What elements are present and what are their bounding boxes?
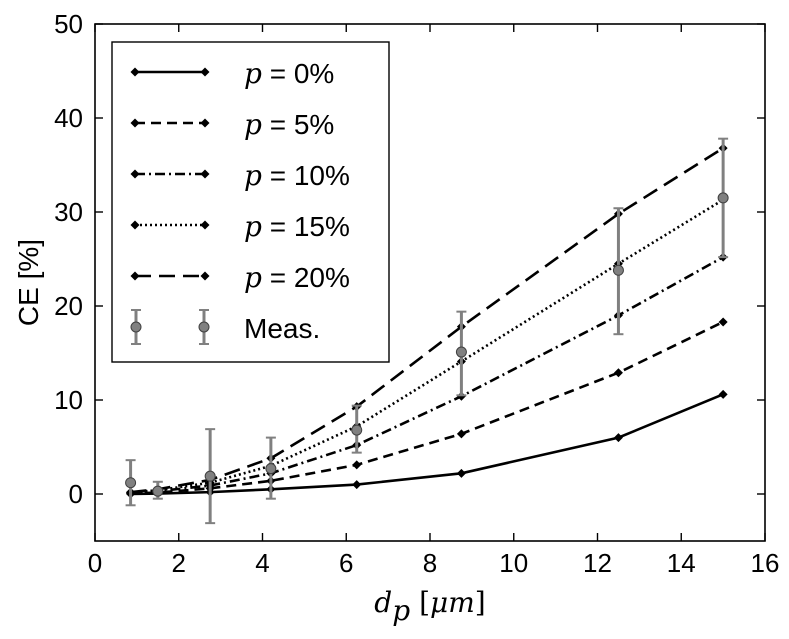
series-0 xyxy=(126,389,728,499)
legend-entry: p = 20% xyxy=(130,261,350,294)
x-tick-label: 6 xyxy=(339,548,353,578)
x-tick-label: 16 xyxy=(751,548,780,578)
legend-entry: p = 10% xyxy=(130,159,350,192)
x-tick-label: 8 xyxy=(423,548,437,578)
legend-marker xyxy=(130,220,140,230)
legend-marker xyxy=(200,67,210,77)
y-tick-label: 20 xyxy=(54,291,83,321)
measurement-point xyxy=(265,436,277,500)
legend-entry: p = 5% xyxy=(130,108,334,141)
series-marker xyxy=(456,468,466,478)
series-marker xyxy=(352,480,362,490)
series-line xyxy=(130,146,724,494)
legend-label: p = 0% xyxy=(244,57,334,90)
axis-layer: 0 2 4 6 8 10 12 14 16 0 10 20 30 40 50 xyxy=(54,9,779,578)
measurement-point xyxy=(125,459,137,507)
legend-box xyxy=(111,41,390,363)
legend-marker xyxy=(130,118,140,128)
series-marker xyxy=(718,389,728,399)
legend-meas-marker xyxy=(198,321,210,333)
legend: p = 0% p = 5% p = 10% p = 15% p = 20% Meas. xyxy=(111,41,390,363)
legend-entry: p = 15% xyxy=(130,210,350,243)
y-axis-label: CE [%] xyxy=(13,239,44,326)
x-tick-label: 10 xyxy=(499,548,528,578)
y-tick-label: 50 xyxy=(54,9,83,39)
legend-marker xyxy=(130,67,140,77)
series-marker xyxy=(718,317,728,327)
measurement-marker xyxy=(204,470,216,482)
legend-marker xyxy=(130,169,140,179)
measurement-marker xyxy=(455,346,467,358)
y-tick-label: 10 xyxy=(54,385,83,415)
legend-label: Meas. xyxy=(244,313,320,344)
legend-label: p = 5% xyxy=(244,108,334,141)
measurement-marker xyxy=(125,477,137,489)
legend-meas-marker xyxy=(130,321,142,333)
y-tick-label: 30 xyxy=(54,197,83,227)
measurement-point xyxy=(351,404,363,454)
measurement-point xyxy=(717,137,729,259)
measurement-marker xyxy=(265,463,277,475)
legend-marker xyxy=(200,271,210,281)
x-tick-label: 12 xyxy=(583,548,612,578)
measurement-marker xyxy=(717,192,729,204)
series-marker xyxy=(613,433,623,443)
series-marker xyxy=(613,368,623,378)
legend-label: p = 10% xyxy=(244,159,350,192)
legend-label: p = 15% xyxy=(244,210,350,243)
measurement-point xyxy=(612,207,624,336)
y-tick-label: 40 xyxy=(54,103,83,133)
legend-marker xyxy=(200,220,210,230)
label-layer: CE [%] dp [μm] xyxy=(13,239,486,627)
legend-marker xyxy=(200,169,210,179)
measurement-point xyxy=(152,480,164,500)
series-marker xyxy=(456,429,466,439)
series-line xyxy=(130,393,724,496)
legend-entry: p = 0% xyxy=(130,57,334,90)
x-tick-label: 4 xyxy=(255,548,269,578)
legend-marker xyxy=(200,118,210,128)
measurement-layer xyxy=(125,137,729,525)
x-tick-label: 2 xyxy=(172,548,186,578)
series-line xyxy=(130,255,724,495)
y-tick-label: 0 xyxy=(69,479,83,509)
x-axis-label: dp [μm] xyxy=(374,586,485,627)
measurement-point xyxy=(204,428,216,525)
legend-label: p = 20% xyxy=(244,261,350,294)
series-marker xyxy=(352,460,362,470)
measurement-marker xyxy=(612,264,624,276)
x-tick-label: 14 xyxy=(667,548,696,578)
legend-marker xyxy=(130,271,140,281)
measurement-marker xyxy=(351,424,363,436)
series-line xyxy=(130,320,724,495)
measurement-marker xyxy=(152,485,164,497)
measurement-point xyxy=(455,310,467,397)
x-tick-label: 0 xyxy=(88,548,102,578)
legend-entry-meas: Meas. xyxy=(130,309,320,345)
